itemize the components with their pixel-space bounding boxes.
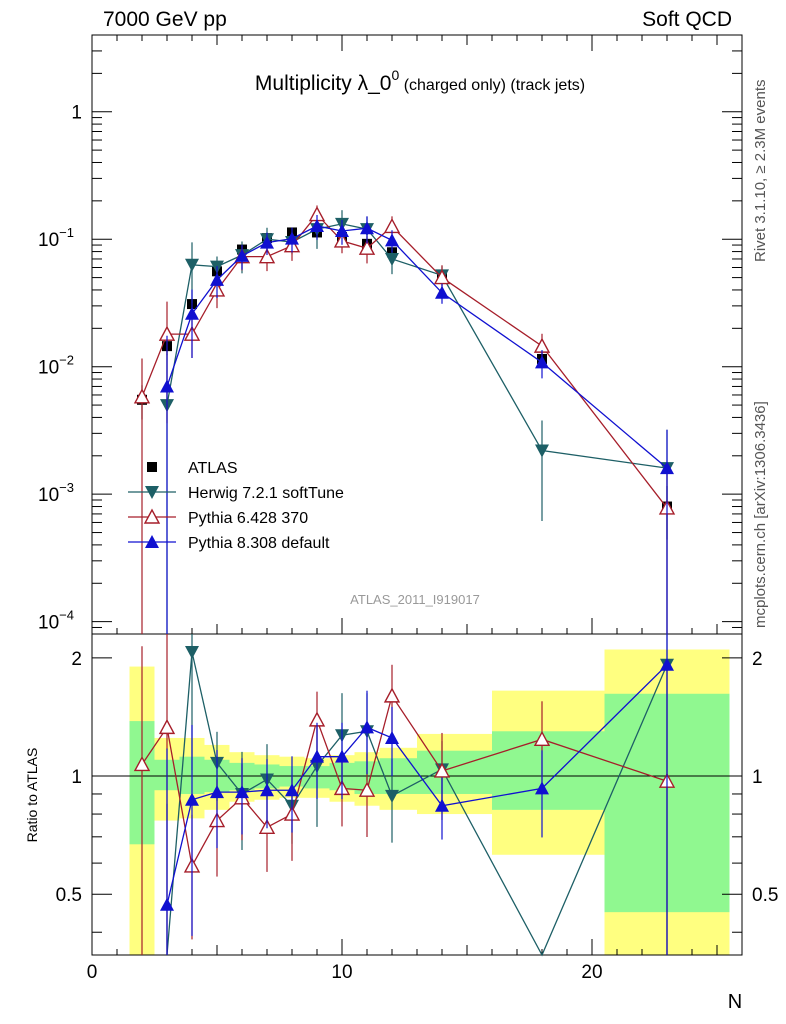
band-inner bbox=[417, 750, 492, 794]
y-tick-label: 10−3 bbox=[38, 480, 74, 506]
ratio-point bbox=[660, 657, 674, 671]
ratio-point bbox=[358, 781, 376, 797]
ratio-point bbox=[133, 755, 151, 772]
data-point bbox=[260, 235, 274, 249]
ratio-point bbox=[310, 749, 324, 763]
ratio-point bbox=[185, 645, 199, 659]
data-point bbox=[435, 285, 449, 299]
x-tick-label: 10 bbox=[331, 962, 352, 983]
ratio-point bbox=[433, 762, 451, 778]
legend-label: Pythia 8.308 default bbox=[188, 535, 330, 552]
ratio-tick-label: 0.5 bbox=[56, 885, 82, 906]
ratio-marks bbox=[133, 634, 676, 957]
header-right: Soft QCD bbox=[642, 8, 732, 31]
data-point bbox=[285, 231, 299, 245]
ratio-point bbox=[210, 785, 224, 799]
legend: ATLAS Herwig 7.2.1 softTune Pythia 6.428 3… bbox=[128, 460, 344, 552]
title-main: Multiplicity λ_0 bbox=[255, 72, 392, 95]
ratio-point bbox=[435, 798, 449, 812]
legend-label: ATLAS bbox=[188, 460, 238, 477]
legend-marker bbox=[143, 508, 161, 524]
ratio-tick-label: 1 bbox=[71, 767, 82, 788]
ratio-point bbox=[335, 749, 349, 763]
data-point bbox=[185, 306, 199, 320]
legend-marker bbox=[145, 486, 159, 499]
x-tick-label: 0 bbox=[87, 962, 98, 983]
ratio-point bbox=[158, 718, 176, 735]
ratio-uncertainty-bands bbox=[129, 649, 730, 955]
ratio-point bbox=[285, 783, 299, 797]
data-point bbox=[360, 221, 374, 235]
y-tick-label: 10−2 bbox=[38, 353, 74, 379]
data-point bbox=[235, 248, 249, 262]
data-point bbox=[358, 239, 376, 255]
legend-label: Herwig 7.2.1 softTune bbox=[188, 485, 344, 502]
data-point bbox=[258, 248, 276, 264]
ratio-tick-label-right: 0.5 bbox=[752, 885, 778, 906]
ratio-point bbox=[235, 785, 249, 799]
ratio-point bbox=[360, 720, 374, 734]
y-tick-label: 1 bbox=[71, 103, 82, 124]
mcplots-reference-text: mcplots.cern.ch [arXiv:1306.3436] bbox=[752, 401, 769, 628]
header-left: 7000 GeV pp bbox=[103, 8, 227, 31]
y-tick-label: 10−4 bbox=[38, 608, 74, 634]
legend-marker bbox=[145, 535, 159, 548]
data-point bbox=[535, 444, 549, 458]
data-point bbox=[310, 218, 324, 232]
data-point bbox=[433, 269, 451, 285]
ratio-point bbox=[533, 730, 551, 747]
data-point bbox=[335, 224, 349, 238]
watermark: ATLAS_2011_I919017 bbox=[350, 592, 480, 607]
x-axis-label: N bbox=[728, 991, 742, 1013]
data-point bbox=[210, 272, 224, 286]
title-subtext: (charged only) (track jets) bbox=[399, 77, 585, 94]
chart-title: Multiplicity λ_00 (charged only) (track … bbox=[255, 67, 585, 95]
ratio-point bbox=[383, 687, 401, 703]
ratio-tick-label-right: 1 bbox=[752, 767, 763, 788]
ratio-point bbox=[385, 789, 399, 803]
ratio-point bbox=[535, 781, 549, 795]
y-tick-label: 10−1 bbox=[38, 225, 74, 251]
data-point bbox=[660, 461, 674, 475]
legend-label: Pythia 6.428 370 bbox=[188, 510, 308, 527]
x-tick-label: 20 bbox=[581, 962, 602, 983]
data-point bbox=[133, 388, 151, 404]
ratio-y-label: Ratio to ATLAS bbox=[24, 748, 40, 843]
ratio-point bbox=[260, 783, 274, 797]
ratio-line bbox=[141, 694, 668, 868]
series-line bbox=[141, 213, 668, 509]
data-point bbox=[535, 355, 549, 369]
ratio-tick-label: 2 bbox=[71, 649, 82, 670]
ratio-point bbox=[160, 897, 174, 911]
data-point bbox=[385, 252, 399, 266]
chart-marks bbox=[133, 205, 676, 634]
ratio-point bbox=[385, 730, 399, 744]
ratio-point bbox=[185, 792, 199, 806]
data-point bbox=[185, 258, 199, 272]
rivet-version-text: Rivet 3.1.10, ≥ 2.3M events bbox=[752, 79, 769, 263]
ratio-tick-label-right: 2 bbox=[752, 649, 763, 670]
legend-marker bbox=[147, 462, 157, 472]
data-point bbox=[385, 233, 399, 247]
data-point bbox=[160, 379, 174, 393]
title-superscript: 0 bbox=[391, 67, 399, 83]
